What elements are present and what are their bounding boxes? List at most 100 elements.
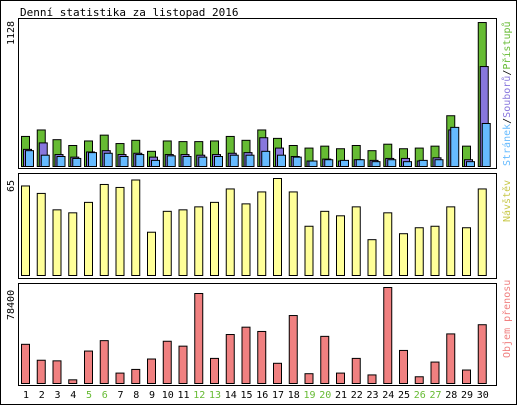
bar-pages-day-22: [355, 159, 365, 167]
bar-volume-day-11: [178, 345, 188, 385]
x-tick-label-day-21: 21: [335, 390, 347, 401]
bar-volume-day-23: [367, 374, 377, 384]
bar-visits-day-25: [399, 233, 408, 276]
bar-volume-day-6: [99, 340, 109, 384]
bar-visits-day-13: [210, 201, 219, 276]
bar-pages-day-18: [292, 156, 302, 167]
bar-visits-day-2: [36, 192, 46, 276]
bar-volume-day-17: [273, 362, 282, 385]
bar-volume-day-30: [477, 324, 487, 384]
bar-volume-day-2: [36, 359, 46, 384]
x-tick-label-day-16: 16: [256, 390, 268, 401]
bar-pages-day-24: [387, 159, 397, 167]
bar-volume-day-29: [462, 369, 471, 384]
legend-sep-1: /: [502, 118, 513, 124]
bar-pages-day-8: [135, 154, 145, 167]
bar-volume-day-24: [383, 287, 393, 384]
bar-visits-day-8: [131, 179, 141, 276]
bar-pages-day-3: [56, 155, 66, 168]
bar-volume-day-3: [52, 360, 62, 384]
bar-pages-day-6: [103, 152, 113, 167]
y-max-label-volume: 78400: [6, 290, 17, 320]
x-tick-label-day-20: 20: [319, 390, 331, 401]
x-tick-label-day-29: 29: [461, 390, 473, 401]
x-tick-label-day-3: 3: [54, 390, 60, 401]
legend-pages: Stránek: [501, 124, 513, 166]
bar-visits-day-19: [304, 225, 314, 276]
bar-visits-day-29: [462, 227, 471, 276]
bar-pages-day-21: [340, 159, 349, 168]
bar-visits-day-22: [351, 206, 361, 277]
bars-hits-files-pages: [21, 22, 491, 168]
x-tick-label-day-9: 9: [149, 390, 155, 401]
bar-pages-day-2: [40, 154, 50, 168]
x-tick-label-day-18: 18: [288, 390, 300, 401]
bar-pages-day-14: [229, 154, 239, 168]
bar-pages-day-7: [119, 155, 129, 168]
bar-pages-day-10: [166, 155, 176, 167]
bar-volume-day-20: [320, 335, 330, 385]
bar-volume-day-10: [162, 340, 172, 384]
legend-files: Souborů: [501, 76, 513, 118]
bar-volume-day-12: [194, 293, 204, 384]
bar-visits-day-23: [367, 239, 377, 276]
x-tick-label-day-30: 30: [477, 390, 489, 401]
x-tick-label-day-1: 1: [23, 390, 29, 401]
bar-pages-day-26: [418, 159, 428, 168]
legend-hits-files-pages: Stránek/Souborů/Přístupů: [501, 21, 513, 166]
bar-pages-day-11: [182, 155, 192, 168]
x-tick-label-day-24: 24: [382, 390, 394, 401]
bar-volume-day-21: [336, 372, 345, 384]
bars-visits: [21, 178, 487, 277]
bar-pages-day-16: [261, 150, 271, 168]
bar-visits-day-27: [430, 225, 440, 276]
bar-pages-day-27: [434, 159, 444, 167]
legend-hits: Přístupů: [501, 21, 513, 69]
panel-frame-hits: [18, 18, 497, 169]
y-max-label-hits: 1128: [6, 21, 17, 45]
x-axis-day-labels: 1 2 3 4 5 6 7 8 9 10 11 12 13 14 15 16 17 18 19 20 21 22 23 24 2…: [23, 390, 489, 401]
bar-volume-day-25: [399, 349, 408, 385]
bar-visits-day-18: [288, 191, 298, 276]
x-tick-label-day-7: 7: [117, 390, 123, 401]
bar-volume-day-18: [288, 315, 298, 384]
bar-visits-day-10: [162, 210, 172, 276]
bar-pages-day-12: [198, 156, 208, 167]
x-tick-label-day-17: 17: [272, 390, 284, 401]
bar-visits-day-1: [21, 185, 30, 276]
bar-visits-day-21: [336, 215, 345, 276]
bar-visits-day-15: [241, 203, 251, 276]
bar-volume-day-1: [21, 343, 30, 384]
bar-volume-day-13: [210, 357, 219, 384]
x-tick-label-day-13: 13: [209, 390, 221, 401]
bar-pages-day-1: [25, 150, 34, 167]
bar-visits-day-17: [273, 178, 282, 276]
x-tick-label-day-12: 12: [193, 390, 205, 401]
legend-volume: Objem přenosu: [501, 280, 513, 358]
bar-pages-day-17: [277, 154, 286, 168]
panel-frame-volume: [18, 283, 497, 386]
y-max-label-visits: 65: [6, 180, 17, 192]
bar-visits-day-6: [99, 183, 109, 277]
x-tick-label-day-5: 5: [86, 390, 92, 401]
bar-visits-day-28: [446, 206, 456, 277]
x-tick-label-day-27: 27: [429, 390, 441, 401]
bar-visits-day-12: [194, 206, 204, 277]
bar-pages-day-28: [450, 126, 460, 167]
bar-visits-day-20: [320, 210, 330, 276]
x-tick-label-day-11: 11: [177, 390, 189, 401]
bar-visits-day-11: [178, 209, 188, 276]
bar-visits-day-14: [225, 188, 235, 276]
bar-pages-day-5: [88, 152, 97, 168]
bar-volume-day-22: [351, 357, 361, 384]
bar-volume-day-27: [430, 361, 440, 385]
bar-visits-day-4: [68, 212, 78, 276]
bar-visits-day-26: [414, 227, 424, 276]
bar-pages-day-20: [324, 159, 334, 167]
bar-volume-day-8: [131, 368, 141, 384]
bar-pages-day-19: [308, 160, 318, 167]
bar-volume-day-9: [147, 358, 156, 384]
bar-volume-day-28: [446, 333, 456, 385]
